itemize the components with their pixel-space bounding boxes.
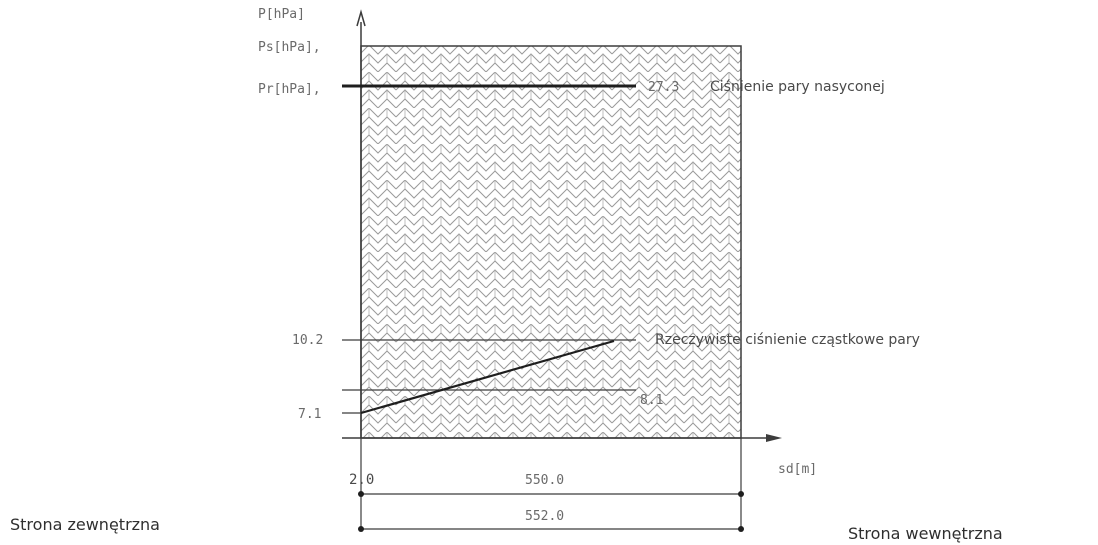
dimension-span-start-dot [358, 491, 364, 497]
total-label: 552.0 [525, 509, 564, 524]
left-value-label: 7.1 [298, 407, 321, 422]
x-axis-arrow-icon [766, 434, 782, 442]
span-label: 550.0 [525, 473, 564, 488]
dimension-total-start-dot [358, 526, 364, 532]
saturation-description: Ciśnienie pary nasyconej [710, 79, 885, 95]
ps-axis-label: Ps[hPa], [258, 40, 321, 55]
y-axis-label: P[hPa] [258, 7, 305, 22]
saturation-value-label: 27.3 [648, 80, 679, 95]
upper-value-label: 10.2 [292, 333, 323, 348]
partial-pressure-line [360, 339, 615, 415]
x-axis-label: sd[m] [778, 462, 817, 477]
pr-axis-label: Pr[hPa], [258, 82, 321, 97]
outside-label: Strona zewnętrzna [10, 515, 160, 534]
material-layer [360, 45, 742, 439]
origin-label: 2.0 [349, 472, 374, 488]
dimension-total-end-dot [738, 526, 744, 532]
partial-pressure-description: Rzeczywiste ciśnienie cząstkowe pary [655, 332, 920, 348]
dimension-span-end-dot [738, 491, 744, 497]
lower-value-label: 8.1 [640, 393, 663, 408]
inside-label: Strona wewnętrzna [848, 524, 1003, 543]
y-axis-arrow-icon [356, 9, 366, 27]
